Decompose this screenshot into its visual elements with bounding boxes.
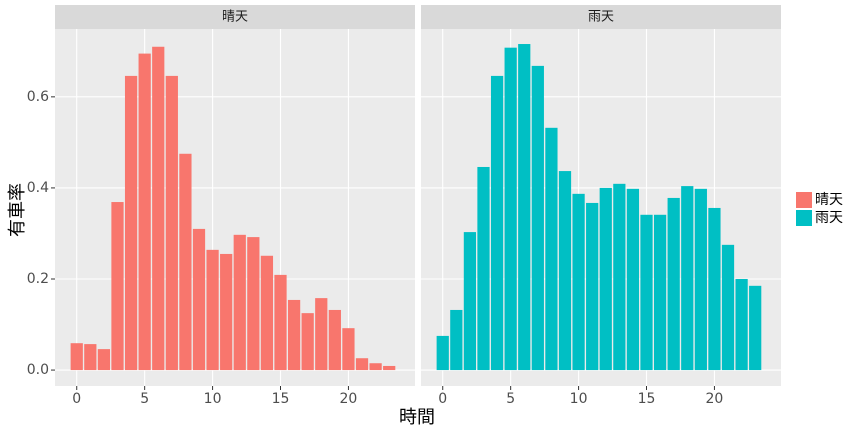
bar [667, 197, 680, 371]
legend-label: 晴天 [815, 192, 843, 208]
strip-label: 雨天 [588, 10, 614, 25]
y-tick-label: 0.2 [27, 271, 49, 287]
strip-label: 晴天 [222, 10, 248, 25]
bar [97, 349, 111, 371]
bar [124, 75, 138, 371]
x-axis-title: 時間 [399, 407, 435, 428]
y-tick-label: 0.6 [27, 89, 49, 105]
bar [152, 46, 165, 371]
bar [653, 214, 667, 371]
y-tick-label: 0.4 [27, 180, 49, 196]
bar [681, 186, 694, 371]
bar [274, 274, 287, 371]
bar [369, 363, 382, 371]
bar [572, 193, 585, 371]
strip-background [55, 5, 415, 29]
bar [531, 65, 544, 371]
x-tick-label: 15 [638, 391, 656, 407]
bar [640, 214, 653, 371]
bar [70, 343, 83, 371]
bar [220, 253, 233, 371]
bar [315, 298, 328, 371]
bar [206, 249, 219, 371]
bar [436, 335, 449, 371]
bar [247, 237, 260, 371]
bar [463, 232, 477, 371]
bar [490, 75, 504, 371]
bar [599, 187, 612, 371]
x-tick-label: 20 [706, 391, 724, 407]
bar [84, 344, 97, 371]
x-tick-label: 5 [506, 391, 515, 407]
bar [545, 127, 558, 371]
bar [708, 207, 721, 371]
y-axis-title: 有車率 [7, 183, 28, 237]
x-tick-label: 15 [272, 391, 290, 407]
x-tick-label: 10 [570, 391, 588, 407]
bar [626, 188, 640, 371]
bar [749, 285, 762, 371]
bar [355, 358, 369, 371]
bar [477, 166, 490, 371]
bar [328, 309, 341, 371]
bar [586, 202, 599, 371]
bar [138, 53, 151, 371]
bar [287, 299, 301, 371]
bar [233, 234, 246, 371]
x-tick-label: 0 [438, 391, 447, 407]
bar [342, 328, 355, 371]
bar [111, 202, 124, 371]
bar [165, 75, 178, 371]
bar [179, 153, 192, 371]
bar [192, 228, 206, 371]
bar [558, 171, 572, 371]
strip-background [421, 5, 781, 29]
bar [260, 255, 274, 371]
legend-swatch [796, 192, 812, 208]
legend-label: 雨天 [815, 210, 843, 226]
bar [613, 183, 626, 371]
bar [450, 309, 463, 371]
x-tick-label: 10 [204, 391, 222, 407]
bar [694, 188, 707, 371]
bar [735, 278, 748, 371]
bar [518, 44, 531, 371]
bar [383, 365, 396, 371]
x-tick-label: 0 [72, 391, 81, 407]
x-tick-label: 5 [140, 391, 149, 407]
legend-swatch [796, 210, 812, 226]
bar [301, 313, 314, 371]
y-tick-label: 0.0 [27, 362, 49, 378]
x-tick-label: 20 [340, 391, 358, 407]
bar [504, 47, 517, 371]
bar [721, 244, 735, 371]
